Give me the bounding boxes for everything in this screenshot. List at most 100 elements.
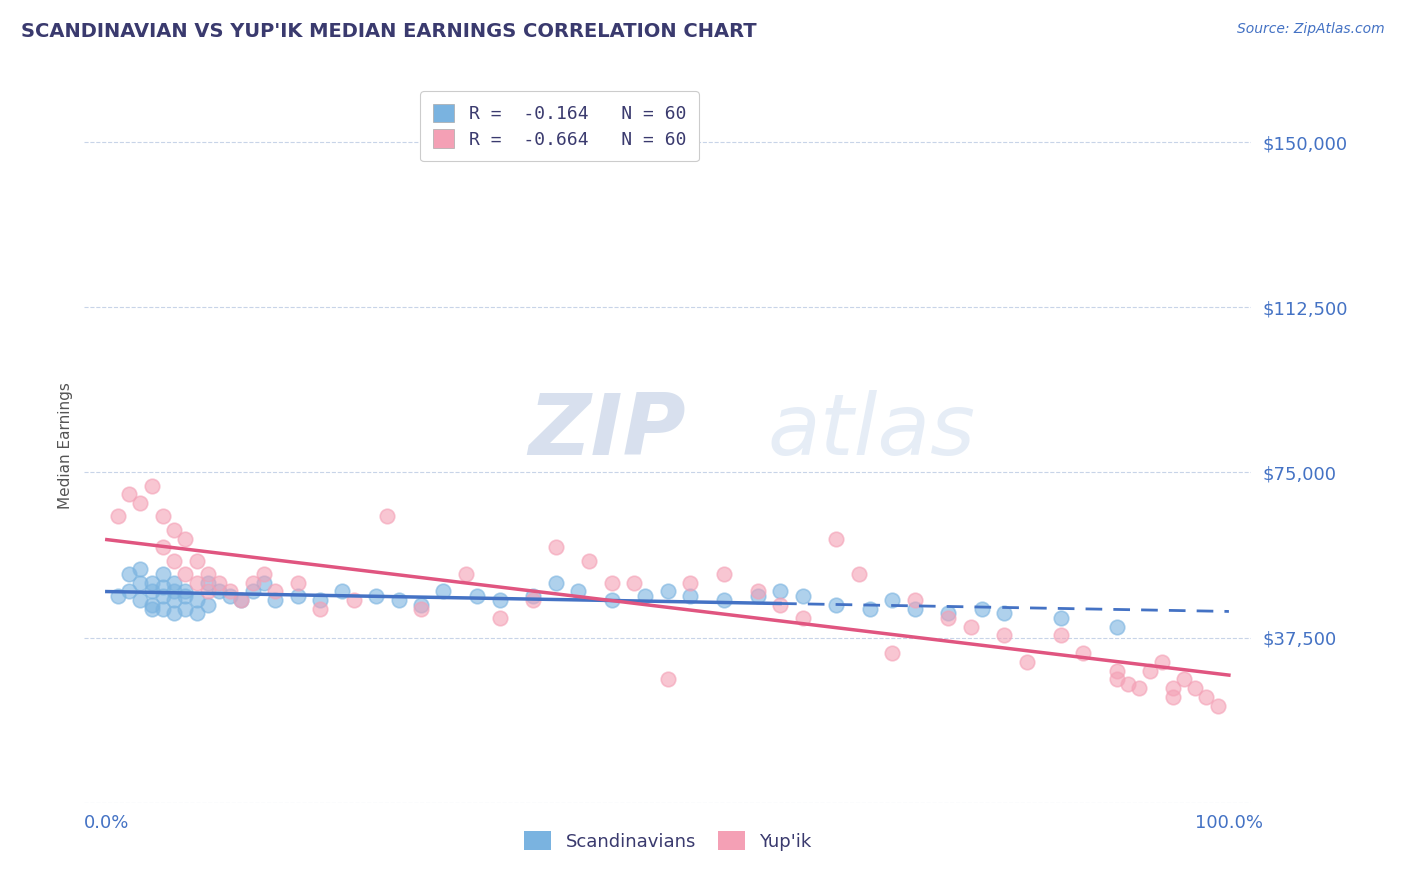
Point (488, 593, 510, 607)
Point (141, 575, 163, 590)
Point (253, 566, 276, 581)
Point (163, 593, 186, 607)
Text: ZIP: ZIP (527, 390, 686, 474)
Point (769, 598, 792, 612)
Point (264, 593, 287, 607)
Point (287, 575, 309, 590)
Point (287, 589, 309, 603)
Point (186, 553, 208, 567)
Point (679, 589, 702, 603)
Point (1071, 646, 1094, 660)
Point (141, 602, 163, 616)
Point (567, 584, 589, 599)
Point (163, 607, 186, 621)
Point (825, 598, 848, 612)
Point (769, 584, 792, 599)
Point (163, 575, 186, 590)
Y-axis label: Median Earnings: Median Earnings (58, 383, 73, 509)
Point (825, 532, 848, 546)
Point (1206, 698, 1229, 713)
Point (152, 580, 174, 594)
Point (904, 602, 927, 616)
Point (163, 523, 186, 537)
Point (792, 589, 814, 603)
Point (1105, 619, 1128, 633)
Point (264, 584, 287, 599)
Point (938, 611, 960, 625)
Point (1150, 655, 1173, 669)
Point (409, 602, 432, 616)
Point (387, 593, 409, 607)
Point (174, 584, 197, 599)
Point (993, 607, 1015, 621)
Point (859, 602, 882, 616)
Point (747, 584, 769, 599)
Point (129, 496, 152, 510)
Point (1128, 681, 1150, 696)
Point (197, 575, 219, 590)
Point (332, 584, 354, 599)
Point (409, 598, 432, 612)
Point (578, 553, 600, 567)
Point (522, 589, 544, 603)
Point (152, 541, 174, 555)
Point (174, 589, 197, 603)
Point (657, 584, 679, 599)
Point (713, 593, 735, 607)
Point (454, 566, 477, 581)
Point (465, 589, 488, 603)
Point (231, 593, 253, 607)
Point (197, 566, 219, 581)
Point (242, 584, 264, 599)
Point (242, 575, 264, 590)
Legend: Scandinavians, Yup'ik: Scandinavians, Yup'ik (517, 824, 818, 858)
Point (713, 566, 735, 581)
Point (1161, 690, 1184, 704)
Point (186, 593, 208, 607)
Point (600, 593, 623, 607)
Point (152, 566, 174, 581)
Point (623, 575, 645, 590)
Point (174, 566, 197, 581)
Point (152, 589, 174, 603)
Point (309, 593, 332, 607)
Point (1049, 611, 1071, 625)
Point (1116, 677, 1139, 691)
Point (231, 593, 253, 607)
Point (118, 487, 141, 501)
Point (186, 575, 208, 590)
Point (1049, 628, 1071, 642)
Point (174, 602, 197, 616)
Point (938, 607, 960, 621)
Text: Source: ZipAtlas.com: Source: ZipAtlas.com (1237, 22, 1385, 37)
Point (141, 584, 163, 599)
Point (882, 593, 904, 607)
Point (375, 509, 398, 524)
Point (1139, 664, 1161, 678)
Point (747, 589, 769, 603)
Point (343, 593, 366, 607)
Point (432, 584, 454, 599)
Point (488, 611, 510, 625)
Point (253, 575, 276, 590)
Point (129, 575, 152, 590)
Text: SCANDINAVIAN VS YUP'IK MEDIAN EARNINGS CORRELATION CHART: SCANDINAVIAN VS YUP'IK MEDIAN EARNINGS C… (21, 22, 756, 41)
Point (522, 593, 544, 607)
Point (197, 584, 219, 599)
Point (118, 566, 141, 581)
Point (129, 562, 152, 576)
Point (1184, 681, 1206, 696)
Point (1105, 673, 1128, 687)
Point (544, 575, 567, 590)
Point (107, 589, 129, 603)
Point (634, 589, 657, 603)
Point (1015, 655, 1038, 669)
Point (366, 589, 388, 603)
Point (163, 584, 186, 599)
Point (163, 553, 186, 567)
Point (1195, 690, 1218, 704)
Point (1161, 681, 1184, 696)
Point (1173, 673, 1195, 687)
Point (208, 584, 231, 599)
Point (107, 509, 129, 524)
